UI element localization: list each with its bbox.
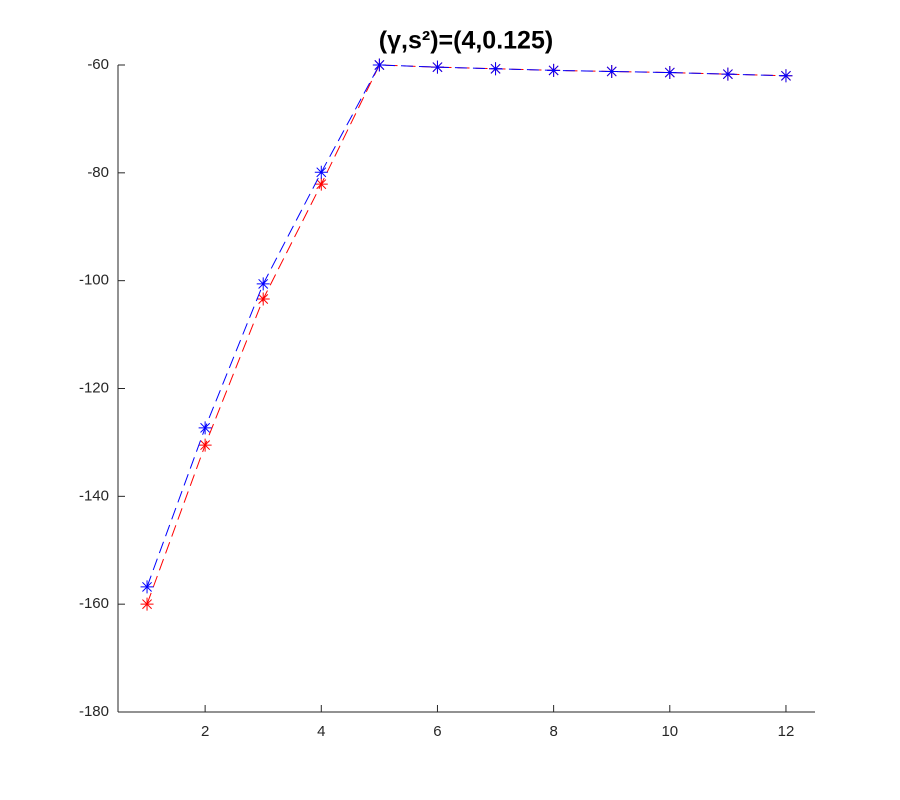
marker [430, 60, 444, 74]
marker [198, 421, 212, 435]
y-tick-label: -100 [79, 272, 109, 289]
y-tick-label: -140 [79, 487, 109, 504]
marker [605, 64, 619, 78]
y-tick-label: -120 [79, 379, 109, 396]
marker [140, 580, 154, 594]
x-tick-label: 2 [201, 723, 209, 740]
series-line [146, 64, 786, 588]
y-tick-label: -60 [87, 56, 109, 73]
marker [489, 62, 503, 76]
marker [256, 292, 270, 306]
marker [779, 69, 793, 83]
y-tick-label: -160 [79, 595, 109, 612]
x-tick-label: 8 [549, 723, 557, 740]
marker [314, 177, 328, 191]
marker [663, 66, 677, 80]
marker [198, 438, 212, 452]
marker [140, 597, 154, 611]
marker [256, 277, 270, 291]
chart-title: (γ,s²)=(4,0.125) [379, 27, 553, 55]
y-tick-label: -180 [79, 703, 109, 720]
x-tick-label: 12 [778, 723, 795, 740]
x-tick-label: 10 [661, 723, 678, 740]
x-tick-label: 6 [433, 723, 441, 740]
marker [721, 67, 735, 81]
y-tick-label: -80 [87, 164, 109, 181]
marker [372, 58, 386, 72]
x-tick-label: 4 [317, 723, 325, 740]
marker [547, 63, 561, 77]
marker [314, 165, 328, 179]
